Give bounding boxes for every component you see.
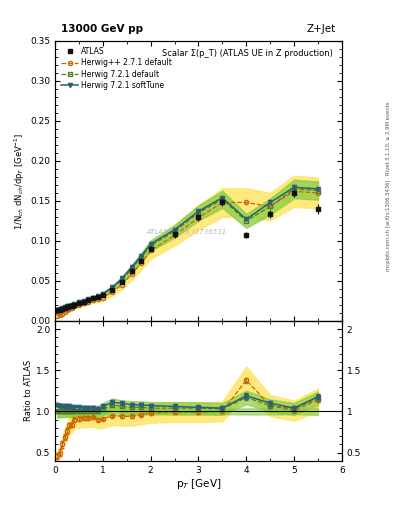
Y-axis label: Ratio to ATLAS: Ratio to ATLAS xyxy=(24,360,33,421)
Text: Rivet 3.1.10, ≥ 2.9M events: Rivet 3.1.10, ≥ 2.9M events xyxy=(386,101,391,175)
Text: Z+Jet: Z+Jet xyxy=(307,24,336,34)
Text: Scalar Σ(p_T) (ATLAS UE in Z production): Scalar Σ(p_T) (ATLAS UE in Z production) xyxy=(162,49,333,58)
Text: mcplots.cern.ch [arXiv:1306.3436]: mcplots.cern.ch [arXiv:1306.3436] xyxy=(386,180,391,271)
Text: 13000 GeV pp: 13000 GeV pp xyxy=(61,24,143,34)
Y-axis label: 1/N$_{ch}$ dN$_{ch}$/dp$_T$ [GeV$^{-1}$]: 1/N$_{ch}$ dN$_{ch}$/dp$_T$ [GeV$^{-1}$] xyxy=(13,132,27,229)
Legend: ATLAS, Herwig++ 2.7.1 default, Herwig 7.2.1 default, Herwig 7.2.1 softTune: ATLAS, Herwig++ 2.7.1 default, Herwig 7.… xyxy=(59,45,174,92)
Text: ATLAS_2019_I1736531: ATLAS_2019_I1736531 xyxy=(147,228,227,234)
X-axis label: p$_T$ [GeV]: p$_T$ [GeV] xyxy=(176,477,221,492)
